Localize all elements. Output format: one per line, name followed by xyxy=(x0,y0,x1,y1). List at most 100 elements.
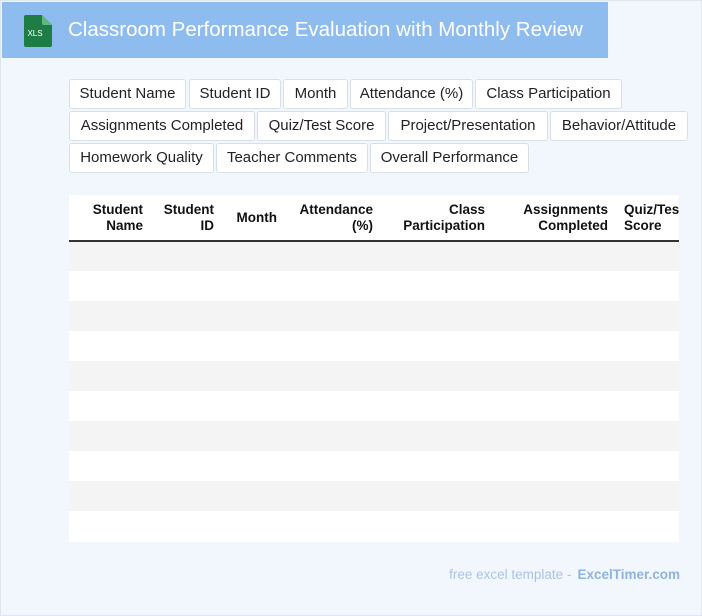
table-row[interactable] xyxy=(69,331,679,361)
table-cell[interactable] xyxy=(616,451,679,481)
column-header: Student ID xyxy=(151,195,222,242)
table-cell[interactable] xyxy=(493,511,616,541)
table-cell[interactable] xyxy=(151,241,222,271)
footer-credit: free excel template - ExcelTimer.com xyxy=(449,567,680,582)
column-tag[interactable]: Teacher Comments xyxy=(216,143,368,173)
column-tag[interactable]: Student Name xyxy=(69,79,186,109)
table-cell[interactable] xyxy=(381,511,493,541)
table-row[interactable] xyxy=(69,511,679,541)
column-tag[interactable]: Project/Presentation xyxy=(388,111,548,141)
table-cell[interactable] xyxy=(616,421,679,451)
table-cell[interactable] xyxy=(69,271,151,301)
table-row[interactable] xyxy=(69,421,679,451)
table-cell[interactable] xyxy=(69,241,151,271)
table-cell[interactable] xyxy=(616,361,679,391)
table-cell[interactable] xyxy=(285,391,381,421)
column-tag[interactable]: Overall Performance xyxy=(370,143,529,173)
svg-text:XLS: XLS xyxy=(27,29,42,38)
column-tag[interactable]: Behavior/Attitude xyxy=(550,111,688,141)
table-cell[interactable] xyxy=(222,301,285,331)
table-cell[interactable] xyxy=(493,301,616,331)
column-header: Assignments Completed xyxy=(493,195,616,242)
column-tag[interactable]: Month xyxy=(283,79,348,109)
table-cell[interactable] xyxy=(69,511,151,541)
table-cell[interactable] xyxy=(222,421,285,451)
table-row[interactable] xyxy=(69,481,679,511)
table-cell[interactable] xyxy=(151,271,222,301)
table-cell[interactable] xyxy=(493,361,616,391)
table-cell[interactable] xyxy=(69,331,151,361)
table-cell[interactable] xyxy=(69,421,151,451)
table-cell[interactable] xyxy=(151,391,222,421)
table-cell[interactable] xyxy=(222,481,285,511)
table-cell[interactable] xyxy=(151,331,222,361)
column-tag[interactable]: Quiz/Test Score xyxy=(257,111,386,141)
footer-brand-link[interactable]: ExcelTimer.com xyxy=(577,567,680,582)
table-row[interactable] xyxy=(69,361,679,391)
table-cell[interactable] xyxy=(381,241,493,271)
table-cell[interactable] xyxy=(285,511,381,541)
table-cell[interactable] xyxy=(222,241,285,271)
table-cell[interactable] xyxy=(285,481,381,511)
table-cell[interactable] xyxy=(616,481,679,511)
table-cell[interactable] xyxy=(69,301,151,331)
table-row[interactable] xyxy=(69,241,679,271)
column-header: Quiz/Test Score xyxy=(616,195,679,242)
table-cell[interactable] xyxy=(381,421,493,451)
table-cell[interactable] xyxy=(493,271,616,301)
table-cell[interactable] xyxy=(222,391,285,421)
table-cell[interactable] xyxy=(285,361,381,391)
table-row[interactable] xyxy=(69,391,679,421)
table-cell[interactable] xyxy=(381,481,493,511)
table-cell[interactable] xyxy=(493,421,616,451)
table-cell[interactable] xyxy=(222,271,285,301)
table-cell[interactable] xyxy=(493,481,616,511)
table-cell[interactable] xyxy=(285,421,381,451)
table-cell[interactable] xyxy=(285,301,381,331)
table-cell[interactable] xyxy=(493,241,616,271)
column-tag[interactable]: Assignments Completed xyxy=(69,111,255,141)
table-cell[interactable] xyxy=(151,451,222,481)
table-cell[interactable] xyxy=(69,481,151,511)
table-cell[interactable] xyxy=(222,451,285,481)
table-cell[interactable] xyxy=(381,361,493,391)
table-cell[interactable] xyxy=(285,451,381,481)
column-tag[interactable]: Homework Quality xyxy=(69,143,214,173)
table-cell[interactable] xyxy=(151,361,222,391)
table-cell[interactable] xyxy=(381,391,493,421)
table-cell[interactable] xyxy=(151,301,222,331)
table-cell[interactable] xyxy=(493,331,616,361)
table-cell[interactable] xyxy=(151,421,222,451)
table-cell[interactable] xyxy=(222,361,285,391)
table-cell[interactable] xyxy=(493,391,616,421)
table-cell[interactable] xyxy=(285,331,381,361)
table-cell[interactable] xyxy=(616,241,679,271)
table-cell[interactable] xyxy=(69,451,151,481)
table-cell[interactable] xyxy=(381,451,493,481)
column-tag[interactable]: Student ID xyxy=(189,79,281,109)
table-cell[interactable] xyxy=(222,331,285,361)
table-cell[interactable] xyxy=(616,271,679,301)
table-cell[interactable] xyxy=(285,241,381,271)
column-tag[interactable]: Class Participation xyxy=(475,79,622,109)
table-cell[interactable] xyxy=(69,361,151,391)
table-cell[interactable] xyxy=(151,481,222,511)
table-cell[interactable] xyxy=(69,391,151,421)
xls-file-icon: XLS xyxy=(24,15,52,47)
table-header-row: Student Name Student ID Month Attendance (%) Cl… xyxy=(69,195,679,242)
table-row[interactable] xyxy=(69,271,679,301)
table-cell[interactable] xyxy=(616,511,679,541)
table-row[interactable] xyxy=(69,451,679,481)
table-cell[interactable] xyxy=(381,271,493,301)
table-cell[interactable] xyxy=(222,511,285,541)
table-cell[interactable] xyxy=(493,451,616,481)
table-cell[interactable] xyxy=(381,301,493,331)
table-cell[interactable] xyxy=(616,301,679,331)
table-cell[interactable] xyxy=(381,331,493,361)
table-row[interactable] xyxy=(69,301,679,331)
column-tag[interactable]: Attendance (%) xyxy=(350,79,473,109)
table-cell[interactable] xyxy=(151,511,222,541)
table-cell[interactable] xyxy=(616,391,679,421)
table-cell[interactable] xyxy=(285,271,381,301)
table-cell[interactable] xyxy=(616,331,679,361)
